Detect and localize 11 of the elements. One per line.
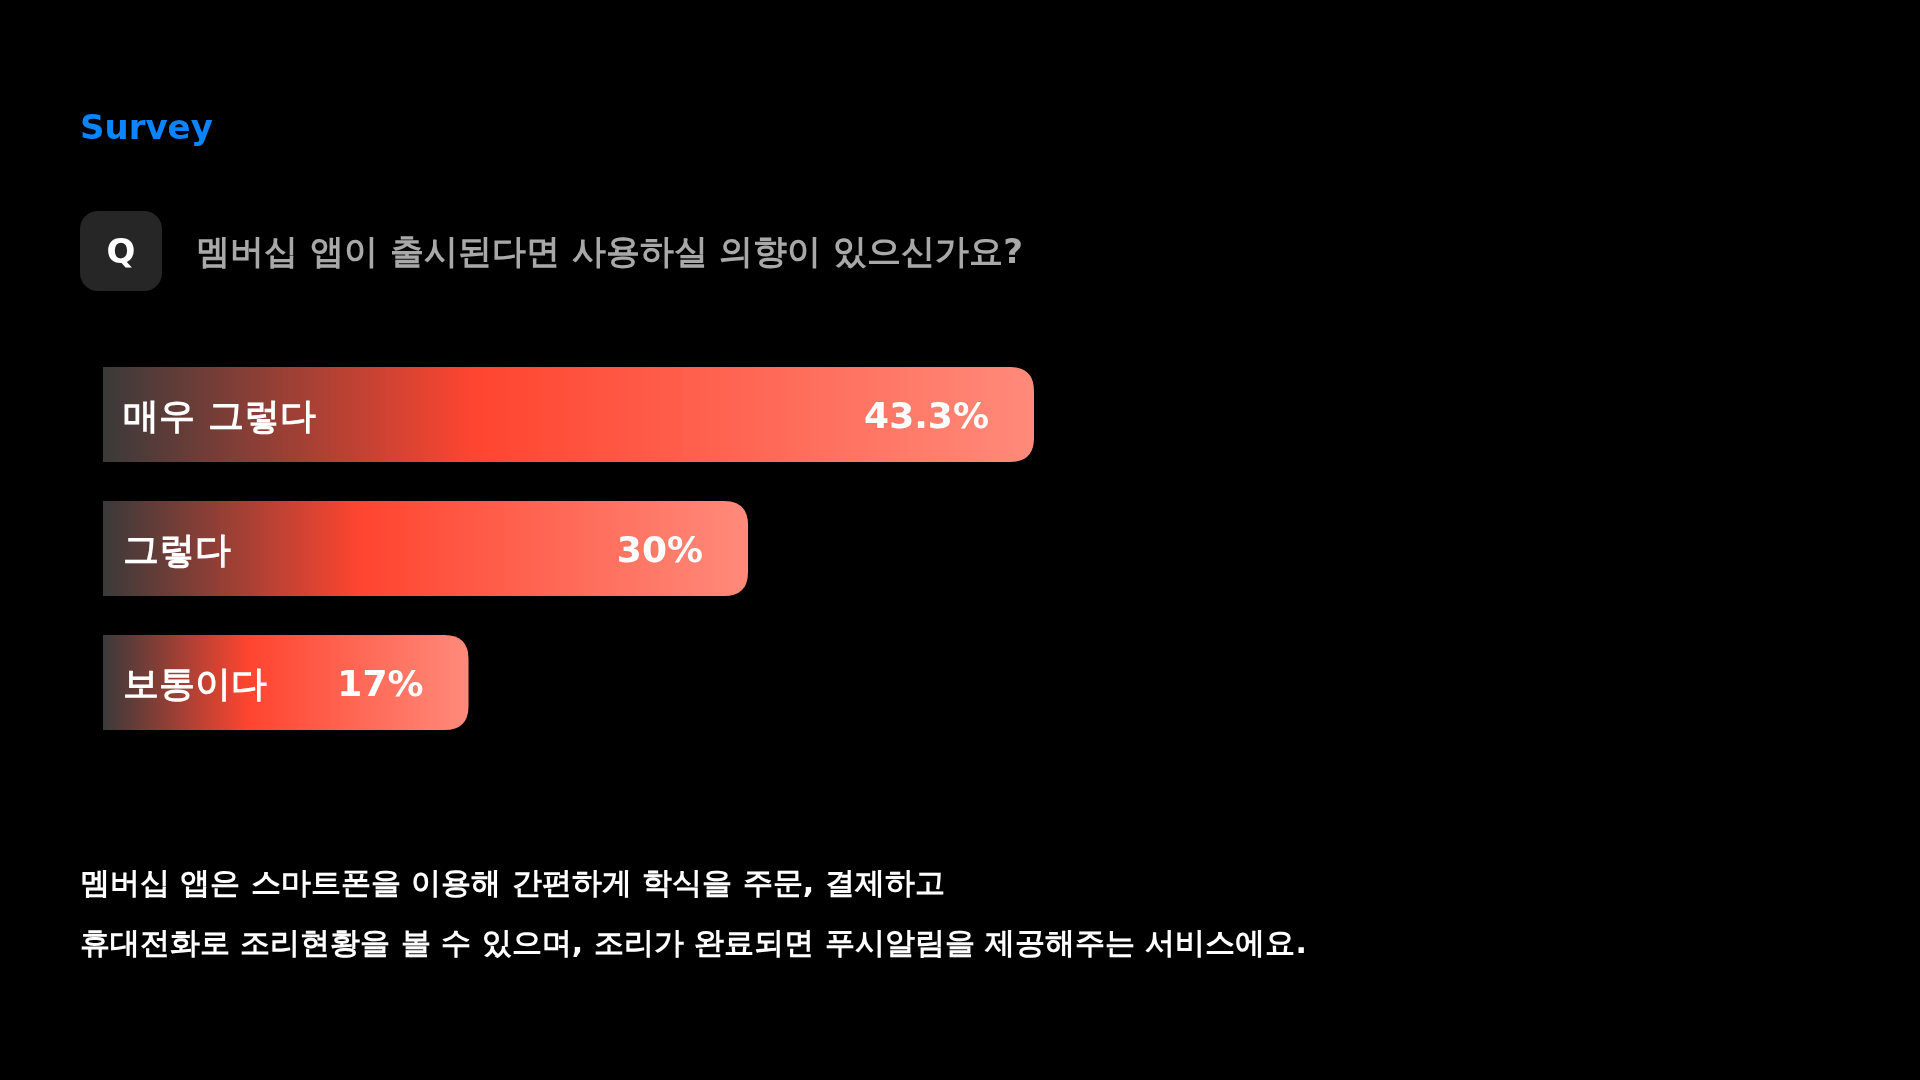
text: Q	[106, 231, 136, 271]
y-tick-label: 보통이다	[123, 662, 267, 704]
data-label: 17%	[337, 662, 424, 704]
y-tick-label: 매우 그렇다	[123, 394, 316, 436]
text: 멤버십 앱은 스마트폰을 이용해 간편하게 학식을 주문, 결제하고	[80, 865, 945, 900]
y-tick-label: 그렇다	[123, 528, 231, 570]
chart-title: Survey	[80, 107, 213, 147]
chart-subtitle: 멤버십 앱이 출시된다면 사용하실 의향이 있으신가요?	[196, 231, 1023, 271]
data-label: 30%	[616, 528, 704, 570]
data-label: 43.3%	[864, 394, 989, 436]
text: 휴대전화로 조리현황을 볼 수 있으며, 조리가 완료되면 푸시알림을 제공해주는 서비스에요.	[80, 925, 1307, 960]
